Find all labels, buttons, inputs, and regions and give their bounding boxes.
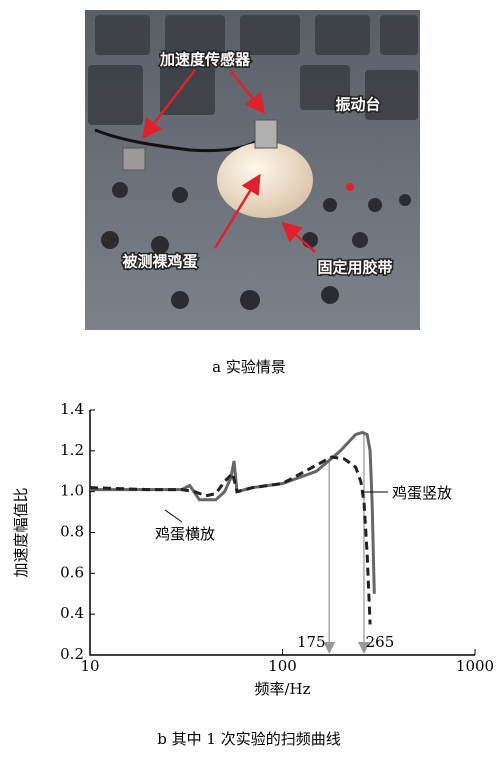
photo-label: 被测裸鸡蛋 [122,253,197,271]
y-tick-label: 0.8 [60,523,84,541]
photo: 加速度传感器 振动台 被测裸鸡蛋 固定用胶带 [85,10,420,330]
figure: 加速度传感器 振动台 被测裸鸡蛋 固定用胶带 a 实验情景 0.20.40.60… [0,0,498,753]
marker-label: 175 [297,633,326,651]
photo-label: 加速度传感器 [159,51,251,69]
legend-label: 鸡蛋横放 [155,525,215,543]
y-tick-label: 1.4 [60,400,84,418]
legend-label: 鸡蛋竖放 [392,484,452,502]
legend-leader [165,510,182,522]
y-tick-label: 1.0 [60,482,84,500]
axes [90,410,475,655]
marker-label: 265 [366,633,395,651]
photo-label: 振动台 [335,96,380,114]
x-tick-label: 1000 [456,657,494,675]
y-axis-label: 加速度幅值比 [12,487,30,577]
y-tick-label: 0.6 [60,563,84,581]
caption: b 其中 1 次实验的扫频曲线 [157,730,340,748]
y-tick-label: 0.4 [60,604,84,622]
caption: a 实验情景 [212,358,286,376]
y-tick-label: 1.2 [60,441,84,459]
x-tick-label: 10 [80,657,99,675]
x-axis-label: 频率/Hz [254,680,310,698]
photo-label: 固定用胶带 [317,259,392,277]
x-tick-label: 100 [268,657,297,675]
